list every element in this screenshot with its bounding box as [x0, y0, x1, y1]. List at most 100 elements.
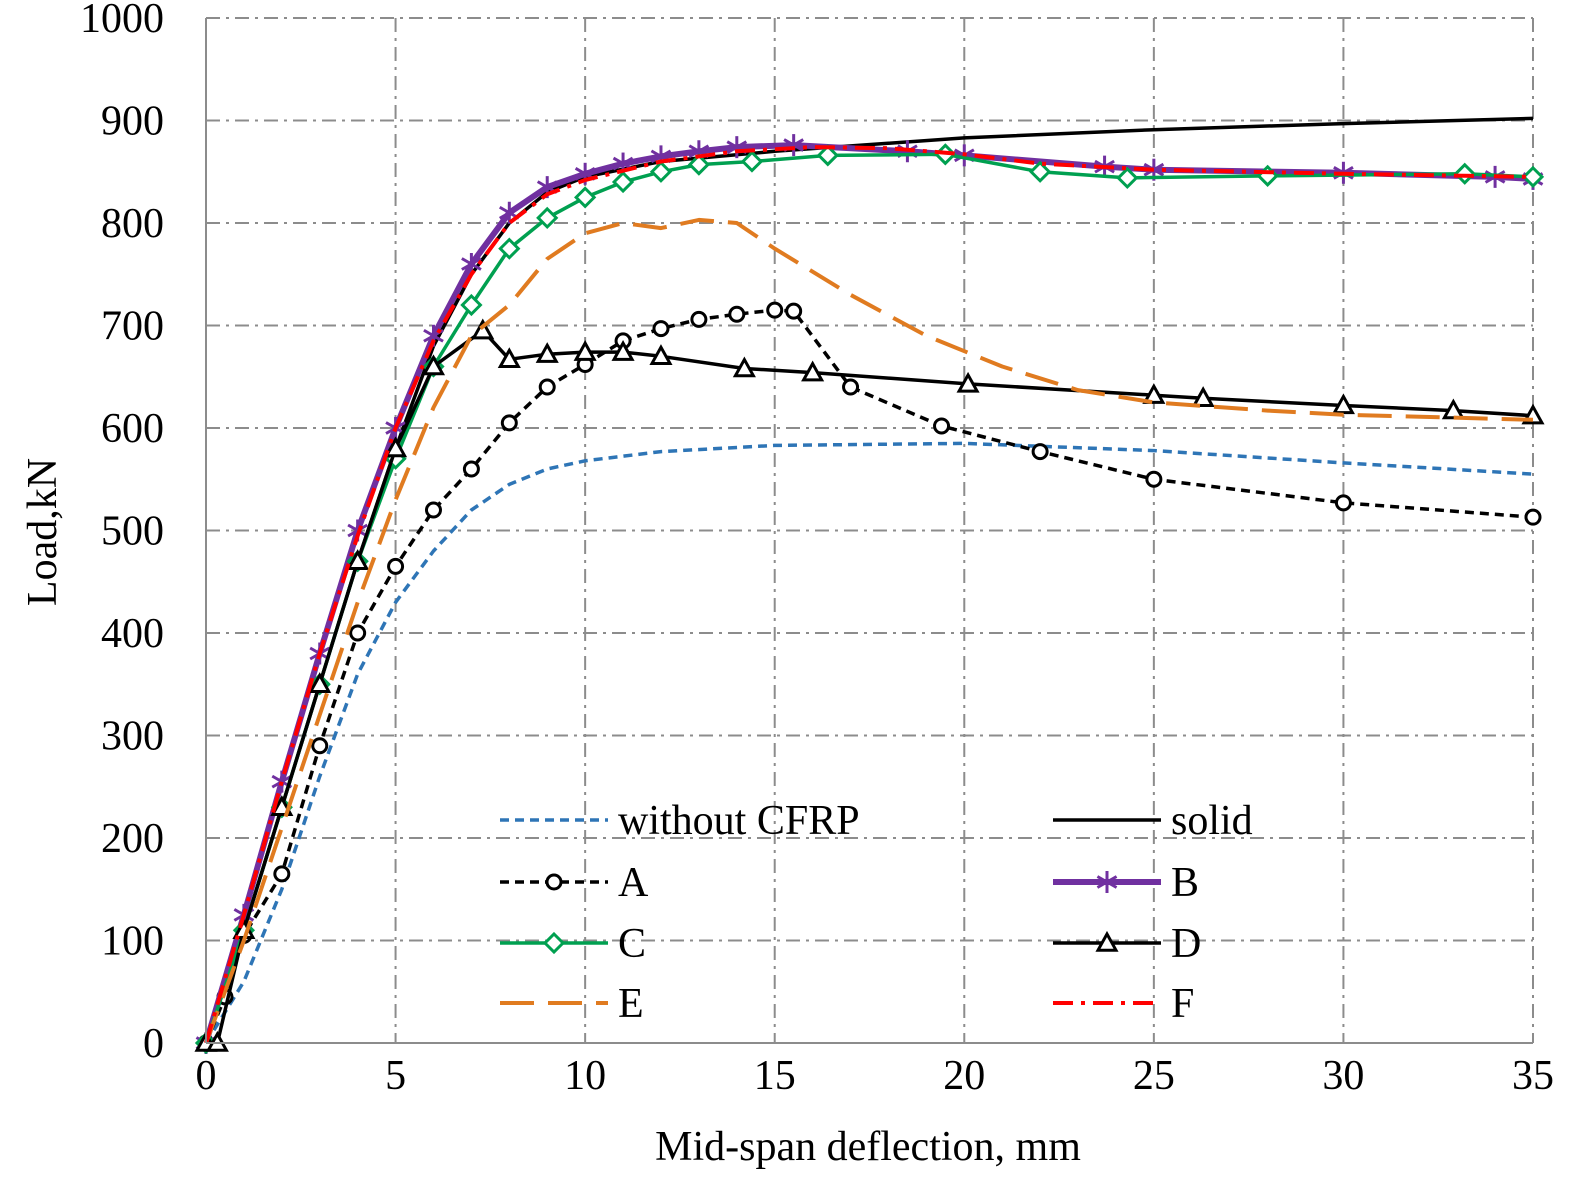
asterisk-stroke	[536, 180, 558, 194]
data-point-triangle	[649, 344, 673, 365]
data-point-circle	[785, 302, 803, 320]
series-line	[204, 441, 1534, 1044]
data-point-circle	[1524, 508, 1542, 526]
data-point-circle	[424, 501, 442, 519]
data-point-triangle	[421, 354, 446, 376]
data-point-circle	[728, 305, 746, 323]
y-tick-label: 1000	[80, 0, 164, 42]
data-point-diamond	[649, 160, 673, 183]
data-point-triangle	[308, 672, 332, 693]
y-tick-label: 200	[101, 816, 164, 862]
data-point-triangle	[535, 342, 559, 363]
legend-label: B	[1171, 860, 1199, 906]
data-point-circle	[933, 417, 951, 435]
asterisk-stroke	[498, 205, 520, 220]
data-point-circle	[387, 557, 405, 575]
y-axis-title: Load,kN	[20, 458, 66, 606]
data-point-circle	[1145, 470, 1163, 488]
data-point-triangle	[573, 340, 597, 361]
x-tick-label: 10	[564, 1053, 606, 1099]
legend-entry: A	[500, 860, 649, 906]
data-point-triangle	[1331, 393, 1355, 415]
legend-entry: without CFRP	[500, 798, 860, 844]
data-point-diamond	[1028, 160, 1052, 183]
data-point-circle	[1334, 494, 1352, 512]
legend-entry: E	[500, 981, 644, 1027]
data-point-diamond	[536, 206, 559, 229]
legend-entry: F	[1053, 981, 1194, 1027]
legend-entry: solid	[1053, 798, 1253, 844]
asterisk-stroke	[574, 166, 596, 181]
series-d	[194, 318, 1545, 1052]
legend-label: D	[1171, 921, 1201, 967]
asterisk-stroke	[612, 156, 634, 171]
asterisk-stroke	[1096, 875, 1118, 889]
series-line	[204, 217, 1534, 1044]
legend-entry: D	[1053, 921, 1201, 967]
legend-label: C	[618, 921, 646, 967]
y-tick-label: 700	[101, 304, 164, 350]
legend-label: without CFRP	[618, 798, 860, 844]
axes: 0 100 200 300 400 500 600 700 800 900 1000 0 5 10 15 20…	[80, 0, 1554, 1099]
data-point-triangle	[471, 318, 495, 340]
data-point-diamond	[542, 931, 566, 955]
y-tick-label: 800	[101, 201, 164, 247]
series-solid	[204, 116, 1534, 1044]
data-point-circle	[652, 320, 670, 338]
series-line	[203, 142, 1534, 1044]
series-f	[204, 145, 1534, 1044]
data-point-circle	[500, 414, 518, 432]
y-tick-label: 600	[101, 406, 164, 452]
data-point-triangle	[1441, 398, 1465, 420]
data-point-triangle	[384, 436, 408, 458]
asterisk-stroke	[461, 257, 482, 271]
series-line	[204, 145, 1534, 1044]
data-point-circle	[311, 737, 329, 755]
asterisk-stroke	[688, 144, 710, 159]
grid	[205, 17, 1534, 1044]
data-point-triangle	[346, 549, 370, 570]
y-tick-label: 300	[101, 714, 164, 760]
legend-entry: C	[500, 921, 646, 967]
x-tick-label: 15	[754, 1053, 796, 1099]
y-tick-label: 400	[101, 611, 164, 657]
asterisk-stroke	[726, 140, 748, 154]
data-point-triangle	[611, 340, 635, 361]
x-tick-label: 30	[1322, 1053, 1364, 1099]
data-point-triangle	[732, 356, 756, 378]
data-point-diamond	[1521, 165, 1545, 188]
data-point-triangle	[497, 347, 521, 369]
legend-label: solid	[1171, 798, 1253, 844]
series-line	[206, 328, 1534, 1045]
y-tick-label: 100	[101, 919, 164, 965]
x-tick-label: 0	[196, 1053, 217, 1099]
legend-label: E	[618, 981, 644, 1027]
y-tick-label: 900	[101, 99, 164, 145]
data-point-asterisk	[1096, 871, 1118, 893]
data-point-diamond	[687, 153, 711, 176]
legend-label: A	[618, 860, 649, 906]
data-point-triangle	[1191, 386, 1215, 407]
series-b	[195, 134, 1544, 1054]
data-point-triangle	[801, 360, 825, 382]
y-tick-label: 0	[143, 1021, 164, 1067]
data-point-triangle	[1142, 383, 1166, 404]
data-point-diamond	[740, 150, 764, 173]
data-point-diamond	[1116, 166, 1139, 190]
series-without-cfrp	[204, 441, 1534, 1044]
data-point-circle	[462, 460, 480, 478]
series-line	[204, 152, 1534, 1044]
x-tick-label: 35	[1512, 1053, 1554, 1099]
data-point-circle	[273, 865, 291, 883]
asterisk-stroke	[271, 774, 293, 789]
x-axis-title: Mid-span deflection, mm	[655, 1124, 1081, 1170]
data-point-diamond	[574, 186, 597, 209]
asterisk-stroke	[650, 149, 672, 164]
series-e	[204, 217, 1534, 1044]
data-point-diamond	[611, 170, 635, 194]
x-tick-label: 20	[943, 1053, 985, 1099]
legend: without CFRP solid A B C D E F	[500, 798, 1253, 1027]
data-point-circle	[842, 378, 860, 396]
